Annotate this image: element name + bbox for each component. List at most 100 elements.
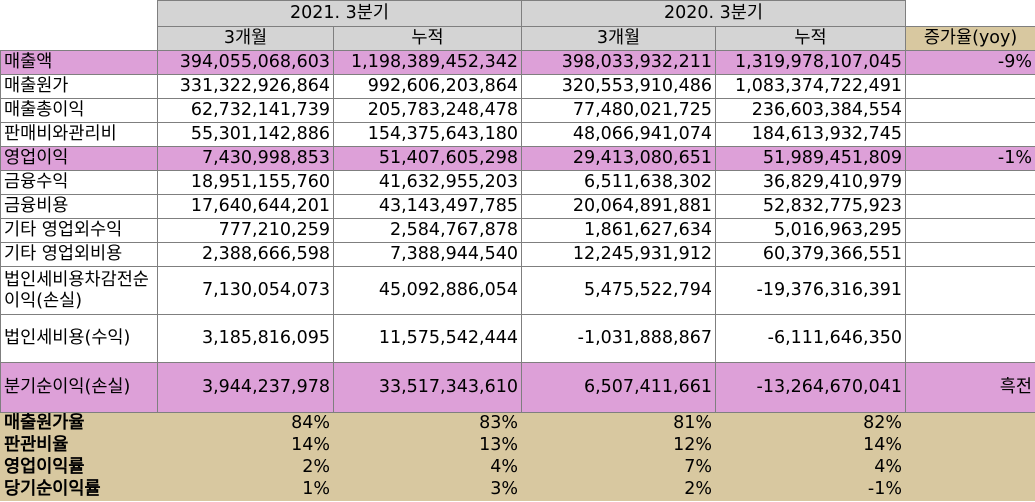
value-cell: -13,264,670,041 xyxy=(715,362,906,413)
row-label: 매출액 xyxy=(0,50,158,75)
yoy-spacer xyxy=(905,0,1035,27)
corner-cell xyxy=(0,26,158,51)
ratio-value: 12% xyxy=(521,434,716,457)
value-cell: 62,732,141,739 xyxy=(157,98,334,123)
value-cell: -19,376,316,391 xyxy=(715,266,906,315)
yoy-cell: -9% xyxy=(905,50,1035,75)
yoy-cell xyxy=(905,194,1035,219)
value-cell: 205,783,248,478 xyxy=(333,98,522,123)
period-2021-header: 2021. 3분기 xyxy=(157,0,522,27)
ratio-value: 14% xyxy=(715,434,906,457)
ratio-value: -1% xyxy=(715,478,906,501)
value-cell: 3,944,237,978 xyxy=(157,362,334,413)
ratio-row: 매출원가율 84% 83% 81% 82% xyxy=(0,412,1035,435)
yoy-cell xyxy=(905,74,1035,99)
value-cell: -6,111,646,350 xyxy=(715,314,906,363)
ratio-value: 4% xyxy=(333,456,522,479)
ratio-label: 당기순이익률 xyxy=(0,478,158,501)
value-cell: 41,632,955,203 xyxy=(333,170,522,195)
value-cell: 320,553,910,486 xyxy=(521,74,716,99)
yoy-header: 증가율(yoy) xyxy=(905,26,1035,51)
period-2020-header: 2020. 3분기 xyxy=(521,0,906,27)
value-cell: 398,033,932,211 xyxy=(521,50,716,75)
value-cell: 17,640,644,201 xyxy=(157,194,334,219)
value-cell: 55,301,142,886 xyxy=(157,122,334,147)
ratio-value: 2% xyxy=(521,478,716,501)
value-cell: 7,388,944,540 xyxy=(333,242,522,267)
table-row: 법인세비용차감전순이익(손실) 7,130,054,073 45,092,886,0… xyxy=(0,266,1035,315)
ratio-value: 82% xyxy=(715,412,906,435)
ratio-value: 2% xyxy=(157,456,334,479)
row-label: 영업이익 xyxy=(0,146,158,171)
value-cell: 154,375,643,180 xyxy=(333,122,522,147)
value-cell: 5,016,963,295 xyxy=(715,218,906,243)
value-cell: 52,832,775,923 xyxy=(715,194,906,219)
value-cell: 1,083,374,722,491 xyxy=(715,74,906,99)
value-cell: 331,322,926,864 xyxy=(157,74,334,99)
ratio-empty-cell xyxy=(905,478,1035,501)
ratio-label: 영업이익률 xyxy=(0,456,158,479)
ratio-empty-cell xyxy=(905,412,1035,435)
value-cell: 60,379,366,551 xyxy=(715,242,906,267)
yoy-cell: 흑전 xyxy=(905,362,1035,413)
value-cell: 51,989,451,809 xyxy=(715,146,906,171)
ratio-row: 판관비율 14% 13% 12% 14% xyxy=(0,434,1035,457)
table-row: 법인세비용(수익) 3,185,816,095 11,575,542,444 -1,0… xyxy=(0,314,1035,363)
col-header-2020-3m: 3개월 xyxy=(521,26,716,51)
ratio-value: 83% xyxy=(333,412,522,435)
yoy-cell xyxy=(905,314,1035,363)
yoy-cell xyxy=(905,170,1035,195)
row-label: 분기순이익(손실) xyxy=(0,362,158,413)
table-row: 매출액 394,055,068,603 1,198,389,452,342 398,0… xyxy=(0,50,1035,75)
value-cell: 1,319,978,107,045 xyxy=(715,50,906,75)
value-cell: 77,480,021,725 xyxy=(521,98,716,123)
yoy-cell xyxy=(905,98,1035,123)
row-label: 매출원가 xyxy=(0,74,158,99)
value-cell: 43,143,497,785 xyxy=(333,194,522,219)
value-cell: 11,575,542,444 xyxy=(333,314,522,363)
yoy-cell xyxy=(905,242,1035,267)
value-cell: 7,430,998,853 xyxy=(157,146,334,171)
yoy-cell xyxy=(905,122,1035,147)
ratio-row: 영업이익률 2% 4% 7% 4% xyxy=(0,456,1035,479)
ratio-value: 7% xyxy=(521,456,716,479)
value-cell: 12,245,931,912 xyxy=(521,242,716,267)
value-cell: 184,613,932,745 xyxy=(715,122,906,147)
row-label: 법인세비용(수익) xyxy=(0,314,158,363)
table-row: 분기순이익(손실) 3,944,237,978 33,517,343,610 6,50… xyxy=(0,362,1035,413)
row-label: 금융비용 xyxy=(0,194,158,219)
col-header-2021-cum: 누적 xyxy=(333,26,522,51)
value-cell: 992,606,203,864 xyxy=(333,74,522,99)
value-cell: 6,507,411,661 xyxy=(521,362,716,413)
value-cell: 7,130,054,073 xyxy=(157,266,334,315)
value-cell: 236,603,384,554 xyxy=(715,98,906,123)
row-label: 매출총이익 xyxy=(0,98,158,123)
value-cell: 2,388,666,598 xyxy=(157,242,334,267)
ratio-value: 1% xyxy=(157,478,334,501)
ratio-value: 84% xyxy=(157,412,334,435)
value-cell: -1,031,888,867 xyxy=(521,314,716,363)
col-header-2021-3m: 3개월 xyxy=(157,26,334,51)
ratio-label: 판관비율 xyxy=(0,434,158,457)
value-cell: 51,407,605,298 xyxy=(333,146,522,171)
value-cell: 2,584,767,878 xyxy=(333,218,522,243)
ratio-value: 4% xyxy=(715,456,906,479)
table-row: 기타 영업외비용 2,388,666,598 7,388,944,540 12,245… xyxy=(0,242,1035,267)
row-label: 금융수익 xyxy=(0,170,158,195)
table-row: 매출총이익 62,732,141,739 205,783,248,478 77,480… xyxy=(0,98,1035,123)
yoy-cell xyxy=(905,218,1035,243)
col-header-2020-cum: 누적 xyxy=(715,26,906,51)
ratio-row: 당기순이익률 1% 3% 2% -1% xyxy=(0,478,1035,501)
row-label: 판매비와관리비 xyxy=(0,122,158,147)
value-cell: 36,829,410,979 xyxy=(715,170,906,195)
value-cell: 1,861,627,634 xyxy=(521,218,716,243)
table-row: 판매비와관리비 55,301,142,886 154,375,643,180 48,0… xyxy=(0,122,1035,147)
table-row: 영업이익 7,430,998,853 51,407,605,298 29,413,08… xyxy=(0,146,1035,171)
corner-cell xyxy=(0,0,158,27)
value-cell: 45,092,886,054 xyxy=(333,266,522,315)
row-label: 기타 영업외수익 xyxy=(0,218,158,243)
value-cell: 18,951,155,760 xyxy=(157,170,334,195)
value-cell: 33,517,343,610 xyxy=(333,362,522,413)
ratio-value: 3% xyxy=(333,478,522,501)
